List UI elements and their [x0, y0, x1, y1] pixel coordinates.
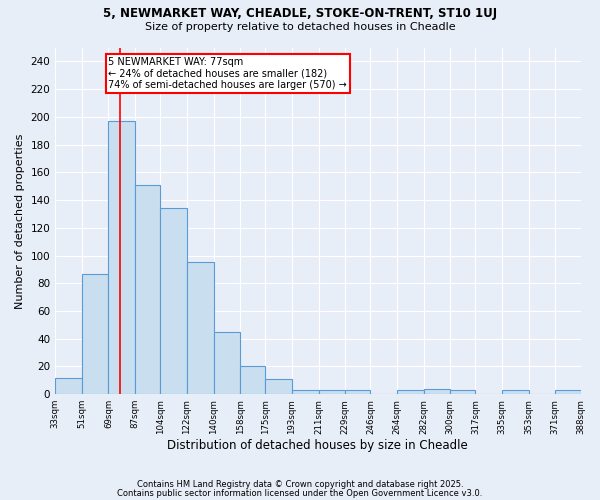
Bar [265, 379, 292, 394]
Text: 5, NEWMARKET WAY, CHEADLE, STOKE-ON-TRENT, ST10 1UJ: 5, NEWMARKET WAY, CHEADLE, STOKE-ON-TREN… [103, 8, 497, 20]
X-axis label: Distribution of detached houses by size in Cheadle: Distribution of detached houses by size … [167, 440, 468, 452]
Text: Contains public sector information licensed under the Open Government Licence v3: Contains public sector information licen… [118, 488, 482, 498]
Bar [240, 366, 265, 394]
Bar [135, 185, 160, 394]
Text: Size of property relative to detached houses in Cheadle: Size of property relative to detached ho… [145, 22, 455, 32]
Bar [292, 390, 319, 394]
Bar [450, 390, 475, 394]
Bar [345, 390, 370, 394]
Text: Contains HM Land Registry data © Crown copyright and database right 2025.: Contains HM Land Registry data © Crown c… [137, 480, 463, 489]
Bar [397, 390, 424, 394]
Bar [424, 388, 450, 394]
Text: 5 NEWMARKET WAY: 77sqm
← 24% of detached houses are smaller (182)
74% of semi-de: 5 NEWMARKET WAY: 77sqm ← 24% of detached… [109, 57, 347, 90]
Bar [556, 390, 581, 394]
Bar [502, 390, 529, 394]
Bar [82, 274, 109, 394]
Bar [109, 121, 135, 394]
Bar [55, 378, 82, 394]
Bar [319, 390, 345, 394]
Bar [214, 332, 240, 394]
Y-axis label: Number of detached properties: Number of detached properties [15, 133, 25, 308]
Bar [160, 208, 187, 394]
Bar [187, 262, 214, 394]
